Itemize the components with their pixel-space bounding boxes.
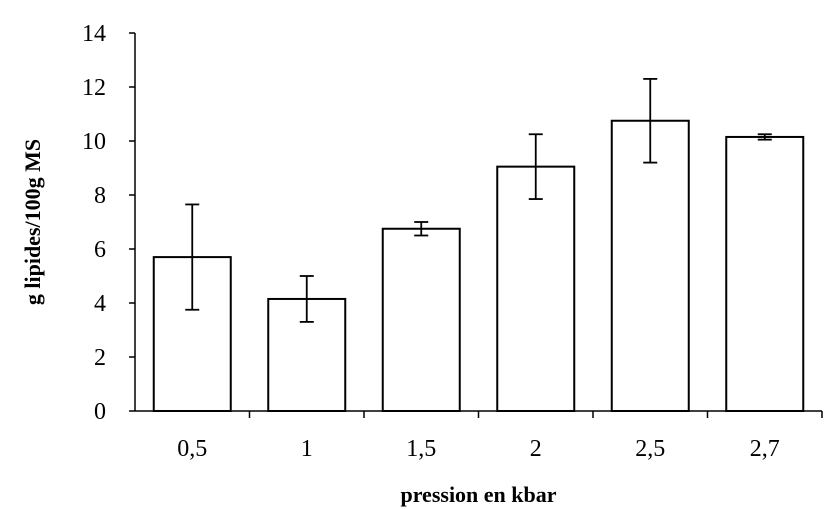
x-tick-label: 0,5 [177, 436, 207, 462]
bar-1,5 [381, 227, 461, 412]
error-bar-1,5 [414, 221, 429, 237]
error-bar-2 [528, 133, 543, 200]
y-tick-label: 6 [94, 237, 106, 263]
y-tick-label: 10 [82, 129, 106, 155]
error-bars [185, 78, 772, 323]
y-tick-label: 8 [94, 183, 106, 209]
bars [152, 119, 805, 413]
x-tick-label: 2 [530, 436, 542, 462]
y-axis-title: g lipides/100g MS [20, 139, 45, 305]
y-tick-label: 12 [82, 75, 106, 101]
error-bar-1 [299, 275, 314, 323]
y-tick-label: 14 [82, 21, 106, 47]
bar-2,7 [725, 135, 805, 412]
y-tick-label: 0 [94, 399, 106, 425]
y-axis-ticks: 0 2 4 6 8 10 12 14 [82, 21, 135, 425]
error-bar-2,5 [643, 78, 658, 164]
x-tick-label: 1,5 [406, 436, 436, 462]
y-tick-label: 4 [94, 291, 106, 317]
x-tick-label: 2,7 [750, 436, 780, 462]
error-bar-2,7 [757, 133, 772, 141]
error-bar-0,5 [185, 203, 200, 311]
x-tick-label: 1 [301, 436, 313, 462]
x-axis-title: pression en kbar [400, 482, 556, 507]
x-tick-label: 2,5 [635, 436, 665, 462]
bar-2,5 [610, 119, 690, 412]
bar-2 [496, 165, 576, 412]
x-axis-ticks: 0,5 1 1,5 2 2,5 2,7 [177, 411, 823, 462]
y-tick-label: 2 [94, 345, 106, 371]
